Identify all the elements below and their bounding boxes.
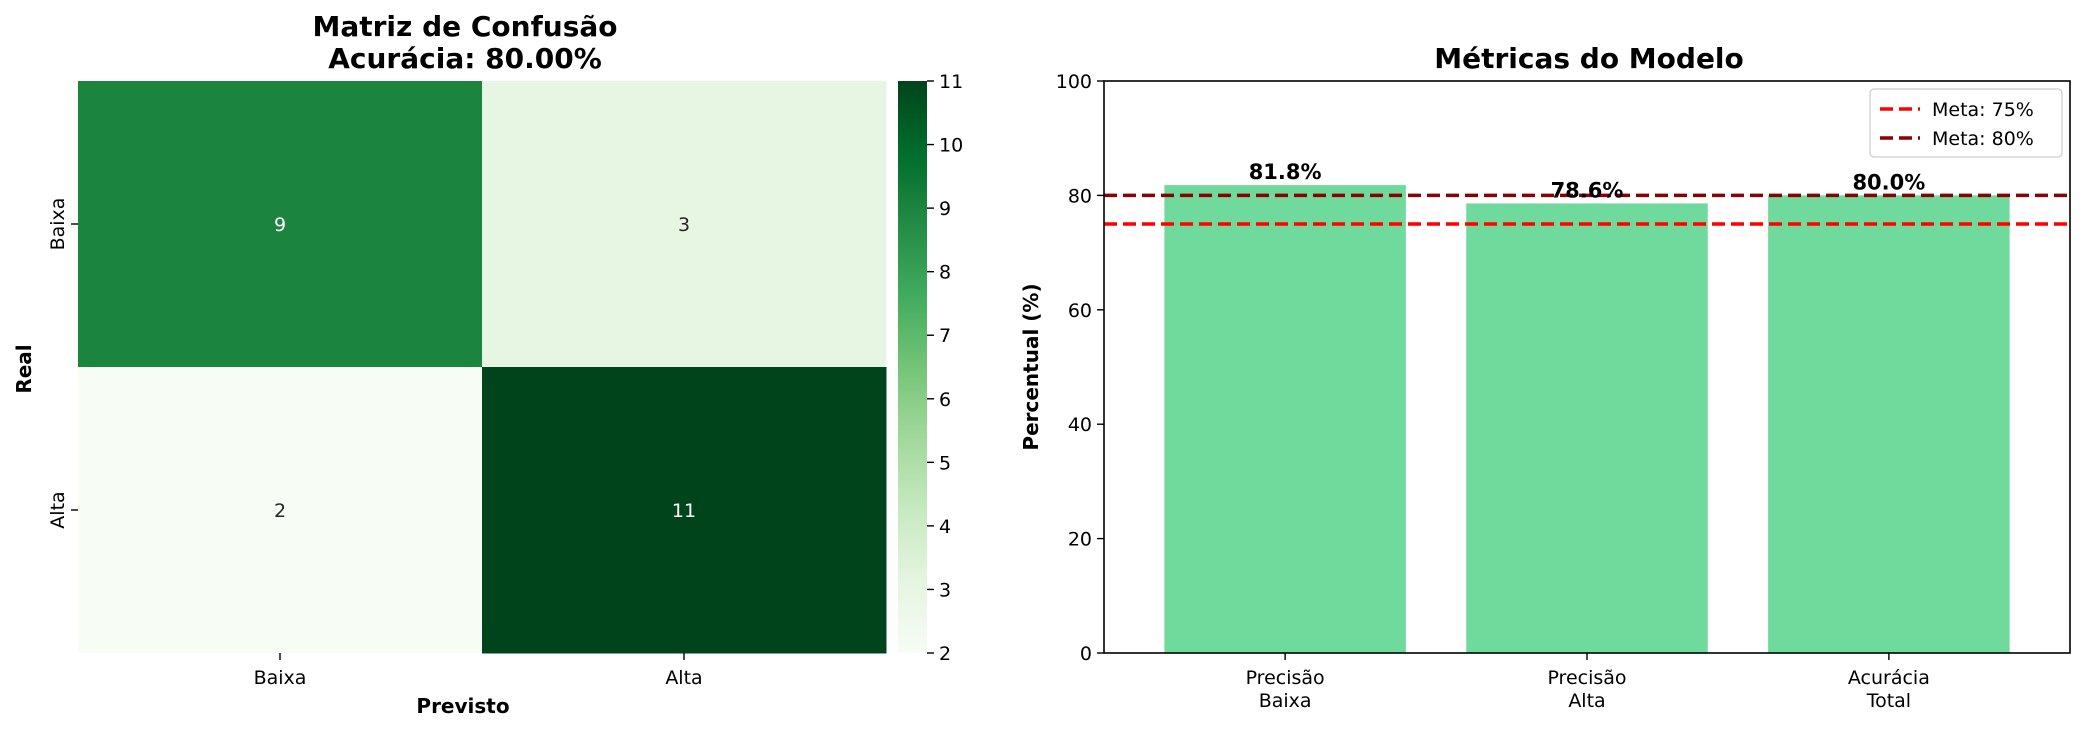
bar-series: [1164, 185, 2010, 653]
colorbar-tick-label: 8: [939, 262, 951, 284]
bar-y-tick-label: 0: [1080, 643, 1092, 665]
legend-label: Meta: 75%: [1932, 99, 2034, 121]
heatmap-y-ticks: Baixa Alta: [47, 198, 78, 529]
bar-value-label: 78.6%: [1551, 178, 1624, 202]
heatmap-cell-value: 11: [672, 500, 696, 522]
heatmap-cell: [482, 367, 887, 654]
colorbar-tick-label: 2: [939, 643, 951, 665]
heatmap-title-line1: Matriz de Confusão: [312, 10, 617, 43]
heatmap-title-line2: Acurácia: 80.00%: [328, 42, 602, 75]
legend-label: Meta: 80%: [1932, 128, 2034, 150]
bar-x-tick-label: Acurácia: [1848, 667, 1930, 689]
bar-x-tick-label: Alta: [1568, 690, 1605, 712]
confusion-matrix-panel: Matriz de Confusão Acurácia: 80.00% 9 3 2 1…: [12, 10, 887, 718]
bar-y-tick-label: 60: [1068, 300, 1092, 322]
heatmap-x-tick-label: Baixa: [254, 667, 307, 689]
colorbar-tick-label: 7: [939, 325, 951, 347]
heatmap-x-axis-label: Previsto: [416, 694, 509, 718]
metrics-bar-panel: Métricas do Modelo 81.8% 78.6% 80.0% 0 20 40…: [1019, 42, 2071, 712]
heatmap-x-tick-label: Alta: [665, 667, 702, 689]
bar-x-tick-label: Baixa: [1259, 690, 1312, 712]
colorbar-ticks: 2 3 4 5 6 7 8 9 10 11: [927, 71, 963, 665]
bar-x-tick-label: Total: [1866, 690, 1911, 712]
colorbar-gradient: [898, 81, 927, 653]
colorbar-tick-label: 11: [939, 71, 963, 93]
bar-value-label: 81.8%: [1249, 160, 1322, 184]
bar: [1466, 203, 1708, 653]
colorbar-tick-label: 4: [939, 516, 951, 538]
heatmap-cells: [78, 81, 887, 654]
bar-value-labels: 81.8% 78.6% 80.0%: [1249, 160, 1926, 202]
colorbar-tick-label: 6: [939, 389, 951, 411]
bar-y-ticks: 0 20 40 60 80 100: [1056, 71, 1104, 665]
bar-value-label: 80.0%: [1852, 170, 1925, 194]
bar: [1768, 195, 2010, 653]
heatmap-cell-value: 2: [274, 500, 286, 522]
legend: Meta: 75% Meta: 80%: [1869, 88, 2063, 158]
heatmap-annotations: 9 3 2 11: [274, 214, 696, 522]
bar-y-axis-label: Percentual (%): [1019, 283, 1043, 450]
heatmap-cell-value: 9: [274, 214, 286, 236]
heatmap-y-tick-label: Alta: [47, 491, 69, 528]
heatmap-cell: [78, 367, 483, 654]
bar-x-tick-label: Precisão: [1246, 667, 1325, 689]
bar-y-tick-label: 40: [1068, 414, 1092, 436]
bar: [1164, 185, 1406, 653]
heatmap-y-axis-label: Real: [12, 344, 36, 393]
heatmap-cell: [78, 81, 483, 368]
colorbar-tick-label: 10: [939, 135, 963, 157]
heatmap-x-ticks: Baixa Alta: [254, 653, 703, 689]
heatmap-cell: [482, 81, 887, 368]
bar-y-tick-label: 80: [1068, 185, 1092, 207]
colorbar-tick-label: 3: [939, 579, 951, 601]
heatmap-y-tick-label: Baixa: [47, 198, 69, 251]
bar-y-tick-label: 100: [1056, 71, 1092, 93]
heatmap-cell-value: 3: [678, 214, 690, 236]
reference-lines: [1104, 193, 2070, 226]
bar-y-tick-label: 20: [1068, 529, 1092, 551]
bar-x-tick-label: Precisão: [1547, 667, 1626, 689]
colorbar-tick-label: 9: [939, 198, 951, 220]
colorbar-tick-label: 5: [939, 452, 951, 474]
legend-box: [1869, 88, 2063, 158]
bar-chart-title: Métricas do Modelo: [1434, 42, 1744, 75]
colorbar: 2 3 4 5 6 7 8 9 10 11: [898, 71, 963, 665]
